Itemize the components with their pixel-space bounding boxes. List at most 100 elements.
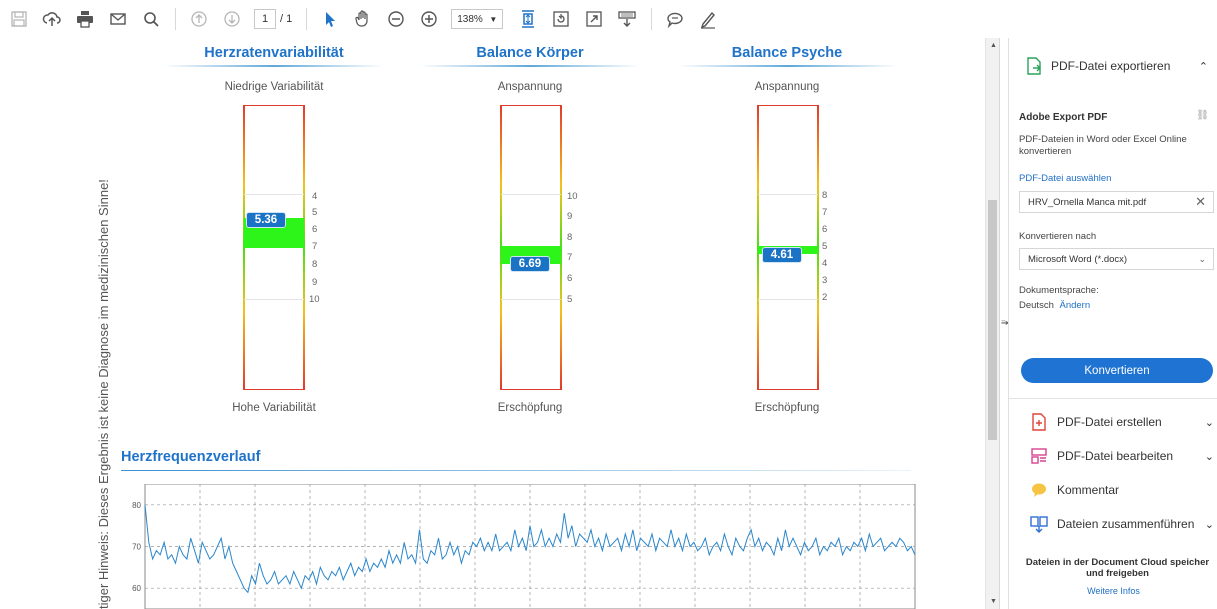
- zoom-select[interactable]: 138% ▼: [451, 9, 504, 29]
- convert-button[interactable]: Konvertieren: [1021, 358, 1213, 383]
- gauge-value-psyche: 4.61: [762, 247, 802, 263]
- tick-label: 7: [312, 241, 318, 252]
- gauge-hrv: [243, 105, 305, 390]
- gauge-range-line: [244, 299, 304, 300]
- convert-format-select[interactable]: Microsoft Word (*.docx) ⌄: [1019, 248, 1214, 270]
- collapse-panel-icon[interactable]: ≡▸: [1001, 318, 1010, 327]
- tools-panel: PDF-Datei exportieren ⌃ Adobe Export PDF…: [1008, 38, 1217, 609]
- adobe-export-heading: Adobe Export PDF: [1019, 112, 1108, 123]
- panel-splitter[interactable]: ≡▸: [999, 38, 1010, 609]
- tick-label: 10: [567, 191, 578, 202]
- gauge-top-label-psyche: Anspannung: [754, 81, 820, 93]
- gauge-value-hrv: 5.36: [246, 212, 286, 228]
- export-pdf-header[interactable]: PDF-Datei exportieren ⌃: [1009, 38, 1217, 94]
- doc-language-value: Deutsch: [1019, 300, 1054, 311]
- email-icon[interactable]: [107, 8, 129, 30]
- chevron-down-icon: ▼: [489, 14, 498, 24]
- page-number-input[interactable]: 1: [254, 9, 276, 29]
- page-total: / 1: [280, 13, 293, 25]
- gauge-range-line: [501, 299, 561, 300]
- convert-to-label: Konvertieren nach: [1019, 231, 1097, 242]
- create-pdf-icon: [1032, 413, 1046, 431]
- highlight-pen-icon[interactable]: [697, 8, 719, 30]
- scroll-mode-icon[interactable]: [616, 8, 638, 30]
- gauge-bottom-label-hrv: Hohe Variabilität: [232, 402, 316, 414]
- link-icon: ⛓: [1196, 110, 1209, 121]
- gauge-range-line: [758, 194, 818, 195]
- gauge-title-psyche: Balance Psyche: [731, 45, 843, 61]
- scroll-up-icon[interactable]: ▲: [990, 42, 997, 49]
- tick-label: 8: [822, 190, 828, 201]
- search-icon[interactable]: [140, 8, 162, 30]
- tool-comment[interactable]: Kommentar: [1029, 478, 1217, 502]
- previous-page-icon[interactable]: [188, 8, 210, 30]
- gauge-bottom-label-body: Erschöpfung: [497, 402, 563, 414]
- tick-label: 5: [567, 294, 573, 305]
- select-pdf-link[interactable]: PDF-Datei auswählen: [1019, 173, 1112, 184]
- zoom-value: 138%: [457, 13, 483, 25]
- comment-icon[interactable]: [664, 8, 686, 30]
- tick-label: 6: [567, 273, 573, 284]
- hand-tool-icon[interactable]: [352, 8, 374, 30]
- edit-pdf-icon: [1031, 448, 1047, 464]
- gauge-top-label-hrv: Niedrige Variabilität: [224, 81, 324, 93]
- tick-label: 5: [312, 207, 318, 218]
- gauge-title-body: Balance Körper: [476, 45, 584, 61]
- title-underline: [678, 65, 898, 67]
- tool-label: Dateien zusammenführen: [1057, 517, 1195, 531]
- tick-label: 10: [309, 294, 320, 305]
- scroll-down-icon[interactable]: ▼: [990, 598, 997, 605]
- more-info-link[interactable]: Weitere Infos: [1087, 586, 1140, 596]
- scrollbar-thumb[interactable]: [988, 200, 997, 440]
- print-icon[interactable]: [74, 8, 96, 30]
- tool-create-pdf[interactable]: PDF-Datei erstellen ⌄: [1029, 410, 1217, 434]
- toolbar-divider: [651, 8, 653, 30]
- save-icon[interactable]: [8, 8, 30, 30]
- rotate-view-icon[interactable]: [550, 8, 572, 30]
- panel-divider: [1009, 398, 1217, 399]
- title-underline: [164, 65, 384, 67]
- chevron-down-icon[interactable]: ⌄: [1204, 518, 1214, 531]
- chevron-down-icon: ⌄: [1198, 253, 1206, 264]
- zoom-in-icon[interactable]: [418, 8, 440, 30]
- doc-language-row: Deutsch Ändern: [1019, 300, 1090, 312]
- heart-rate-title: Herzfrequenzverlauf: [121, 449, 261, 465]
- title-underline: [121, 470, 911, 471]
- gauge-range-line: [244, 194, 304, 195]
- gauge-top-label-body: Anspannung: [497, 81, 563, 93]
- change-language-link[interactable]: Ändern: [1059, 300, 1091, 311]
- next-page-icon[interactable]: [221, 8, 243, 30]
- full-screen-icon[interactable]: [583, 8, 605, 30]
- document-view[interactable]: tiger Hinweis: Dieses Ergebnis ist keine…: [0, 38, 985, 609]
- combine-files-icon: [1030, 516, 1048, 533]
- heart-rate-series-line: [144, 504, 916, 594]
- tick-label: 8: [312, 259, 318, 270]
- toolbar-divider: [175, 8, 176, 30]
- tick-label: 5: [822, 241, 828, 252]
- adobe-export-description: PDF-Dateien in Word oder Excel Online ko…: [1019, 134, 1187, 157]
- tool-edit-pdf[interactable]: PDF-Datei bearbeiten ⌄: [1029, 444, 1217, 468]
- y-tick-label: 70: [132, 543, 141, 552]
- close-icon[interactable]: ✕: [1195, 194, 1206, 209]
- chevron-up-icon[interactable]: ⌃: [1198, 60, 1208, 73]
- export-pdf-icon: [1027, 57, 1041, 75]
- cloud-promo-text: Dateien in der Document Cloud speicher u…: [1025, 557, 1210, 579]
- document-scrollbar[interactable]: ▲ ▼: [985, 38, 999, 609]
- chevron-down-icon[interactable]: ⌄: [1204, 416, 1214, 429]
- title-underline: [420, 65, 640, 67]
- vertical-disclaimer: tiger Hinweis: Dieses Ergebnis ist keine…: [96, 179, 111, 609]
- gauge-range-line: [501, 194, 561, 195]
- selected-file-field[interactable]: HRV_Ornella Manca mit.pdf ✕: [1019, 191, 1214, 213]
- chevron-down-icon[interactable]: ⌄: [1204, 450, 1214, 463]
- convert-format-value: Microsoft Word (*.docx): [1028, 253, 1128, 265]
- tick-label: 7: [567, 252, 573, 263]
- select-cursor-icon[interactable]: [319, 8, 341, 30]
- tick-label: 3: [822, 275, 828, 286]
- gauge-range-line: [758, 299, 818, 300]
- cloud-upload-icon[interactable]: [41, 8, 63, 30]
- gauge-body: [500, 105, 562, 390]
- zoom-out-icon[interactable]: [385, 8, 407, 30]
- fit-page-icon[interactable]: [517, 8, 539, 30]
- tool-combine-files[interactable]: Dateien zusammenführen ⌄: [1029, 512, 1217, 536]
